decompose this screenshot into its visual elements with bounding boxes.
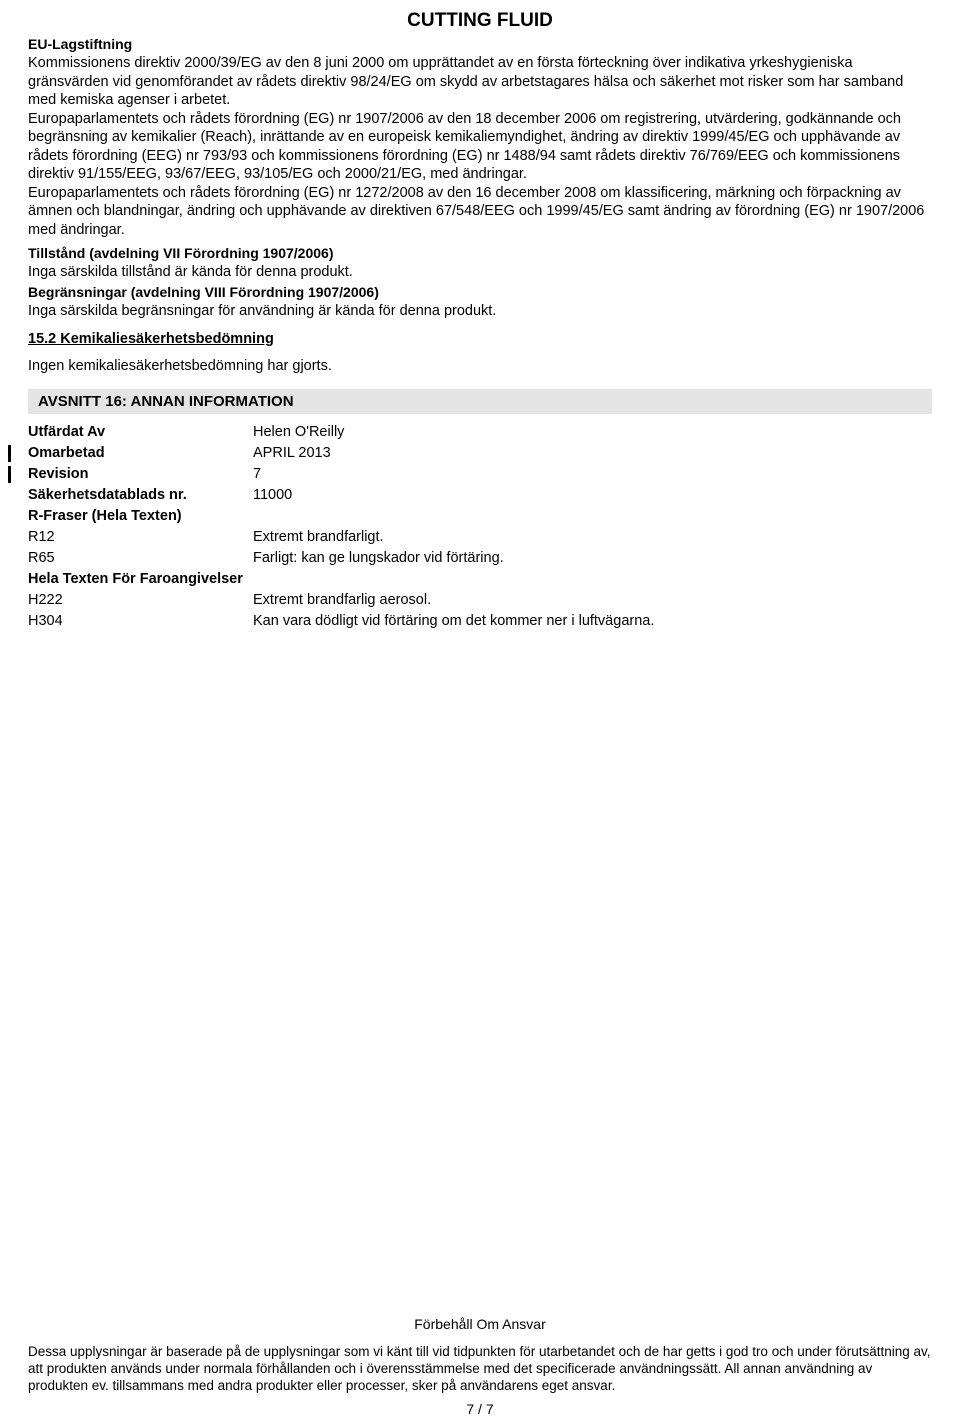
rfraser-heading-row: R-Fraser (Hela Texten): [28, 506, 932, 527]
page: CUTTING FLUID EU-Lagstiftning Kommission…: [0, 0, 960, 1428]
label-utfardat: Utfärdat Av: [28, 422, 253, 443]
section-15-2-text: Ingen kemikaliesäkerhetsbedömning har gj…: [28, 357, 932, 376]
label-sdsnr: Säkerhetsdatablads nr.: [28, 485, 253, 506]
tillstand-heading: Tillstånd (avdelning VII Förordning 1907…: [28, 245, 932, 261]
disclaimer-text: Dessa upplysningar är baserade på de upp…: [28, 1344, 932, 1395]
row-sdsnr: Säkerhetsdatablads nr. 11000: [28, 485, 932, 506]
hazard-heading: Hela Texten För Faroangivelser: [28, 569, 243, 590]
rfraser-heading: R-Fraser (Hela Texten): [28, 506, 253, 527]
value-revision: 7: [253, 464, 932, 485]
eu-heading: EU-Lagstiftning: [28, 36, 932, 52]
rfraser-row-0: R12 Extremt brandfarligt.: [28, 527, 932, 548]
row-utfardat: Utfärdat Av Helen O'Reilly: [28, 422, 932, 443]
rfraser-row-1: R65 Farligt: kan ge lungskador vid förtä…: [28, 548, 932, 569]
hazard-text-1: Kan vara dödligt vid förtäring om det ko…: [253, 611, 932, 632]
hazard-row-0: H222 Extremt brandfarlig aerosol.: [28, 590, 932, 611]
disclaimer-title: Förbehåll Om Ansvar: [28, 1316, 932, 1334]
label-revision: Revision: [28, 464, 253, 485]
page-number: 7 / 7: [28, 1401, 932, 1419]
row-revision: Revision 7: [28, 464, 932, 485]
revision-bar-icon: [8, 445, 11, 462]
rfraser-code-1: R65: [28, 548, 253, 569]
hazard-row-1: H304 Kan vara dödligt vid förtäring om d…: [28, 611, 932, 632]
hazard-code-1: H304: [28, 611, 253, 632]
section-15-2-heading: 15.2 Kemikaliesäkerhetsbedömning: [28, 331, 932, 347]
row-omarbetad: Omarbetad APRIL 2013: [28, 443, 932, 464]
eu-body: Kommissionens direktiv 2000/39/EG av den…: [28, 54, 932, 239]
document-title: CUTTING FLUID: [28, 10, 932, 32]
rfraser-text-0: Extremt brandfarligt.: [253, 527, 932, 548]
hazard-code-0: H222: [28, 590, 253, 611]
value-omarbetad: APRIL 2013: [253, 443, 932, 464]
hazard-text-0: Extremt brandfarlig aerosol.: [253, 590, 932, 611]
value-utfardat: Helen O'Reilly: [253, 422, 932, 443]
label-omarbetad: Omarbetad: [28, 443, 253, 464]
tillstand-text: Inga särskilda tillstånd är kända för de…: [28, 263, 932, 282]
rfraser-text-1: Farligt: kan ge lungskador vid förtäring…: [253, 548, 932, 569]
section-16-bar: AVSNITT 16: ANNAN INFORMATION: [28, 389, 932, 414]
value-sdsnr: 11000: [253, 485, 932, 506]
footer: Förbehåll Om Ansvar Dessa upplysningar ä…: [28, 1316, 932, 1418]
hazard-heading-row: Hela Texten För Faroangivelser: [28, 569, 932, 590]
begransningar-text: Inga särskilda begränsningar för användn…: [28, 302, 932, 321]
revision-bar-icon: [8, 466, 11, 483]
rfraser-code-0: R12: [28, 527, 253, 548]
begransningar-heading: Begränsningar (avdelning VIII Förordning…: [28, 284, 932, 300]
